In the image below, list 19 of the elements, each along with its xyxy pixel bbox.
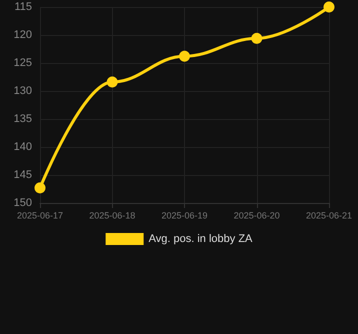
y-tick-label: 135 [14, 113, 32, 125]
y-tick-label: 140 [14, 141, 32, 153]
y-tick-label: 150 [14, 197, 32, 209]
legend-label: Avg. pos. in lobby ZA [148, 233, 254, 245]
y-tick-label: 115 [14, 1, 32, 13]
y-tick-label: 125 [14, 57, 32, 69]
point [106, 76, 118, 88]
y-tick-label: 120 [14, 29, 32, 41]
x-tick-label: 2025-06-20 [234, 210, 280, 220]
point [251, 32, 262, 44]
x-tick-label: 2025-06-19 [161, 210, 208, 220]
y-tick-label: 130 [14, 85, 32, 97]
y-tick-label: 145 [14, 169, 32, 181]
point [34, 182, 46, 194]
x-tick-label: 2025-06-21 [306, 210, 352, 220]
point [179, 50, 190, 62]
point [324, 2, 334, 12]
x-tick-label: 2025-06-17 [16, 210, 64, 220]
x-tick-label: 2025-06-18 [89, 210, 136, 220]
